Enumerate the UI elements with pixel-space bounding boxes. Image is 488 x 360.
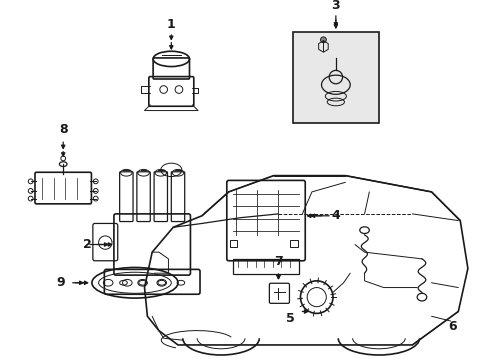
Bar <box>292 32 378 123</box>
Ellipse shape <box>320 37 325 42</box>
Text: 3: 3 <box>331 0 340 12</box>
Text: 6: 6 <box>447 320 456 333</box>
Text: 4: 4 <box>331 209 340 222</box>
Text: 1: 1 <box>166 18 175 31</box>
Bar <box>289 240 297 247</box>
Text: 5: 5 <box>285 312 294 325</box>
Text: 2: 2 <box>82 238 91 251</box>
Bar <box>229 240 237 247</box>
Text: 9: 9 <box>56 276 64 289</box>
Text: 8: 8 <box>59 123 67 136</box>
Bar <box>233 259 298 274</box>
Text: 7: 7 <box>274 255 282 268</box>
